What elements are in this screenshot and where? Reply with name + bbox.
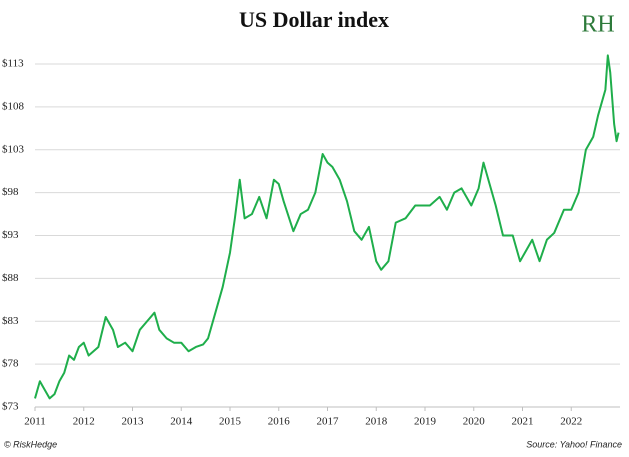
y-tick-label: $113 xyxy=(2,58,24,70)
x-tick-label: 2017 xyxy=(317,416,340,428)
x-tick-label: 2011 xyxy=(24,416,46,428)
footer-right: Source: Yahoo! Finance xyxy=(526,439,622,449)
footer-left: © RiskHedge xyxy=(4,439,57,449)
logo: RH xyxy=(581,12,614,38)
x-tick-label: 2019 xyxy=(414,416,437,428)
y-tick-label: $108 xyxy=(2,100,25,112)
y-tick-label: $73 xyxy=(2,401,19,413)
x-tick-label: 2015 xyxy=(219,416,242,428)
x-tick-label: 2012 xyxy=(73,416,95,428)
y-tick-label: $103 xyxy=(2,143,25,155)
y-tick-label: $98 xyxy=(2,186,19,198)
y-tick-label: $78 xyxy=(2,358,19,370)
y-tick-label: $93 xyxy=(2,229,19,241)
x-tick-label: 2016 xyxy=(268,416,291,428)
x-tick-label: 2014 xyxy=(170,416,193,428)
x-tick-label: 2021 xyxy=(512,416,534,428)
x-tick-label: 2020 xyxy=(463,416,486,428)
chart-title: US Dollar index xyxy=(239,7,389,32)
line xyxy=(34,54,620,400)
y-tick-label: $88 xyxy=(2,272,19,284)
y-tick-label: $83 xyxy=(2,315,19,327)
x-tick-label: 2022 xyxy=(560,416,582,428)
x-tick-label: 2018 xyxy=(365,416,388,428)
x-tick-label: 2013 xyxy=(122,416,145,428)
